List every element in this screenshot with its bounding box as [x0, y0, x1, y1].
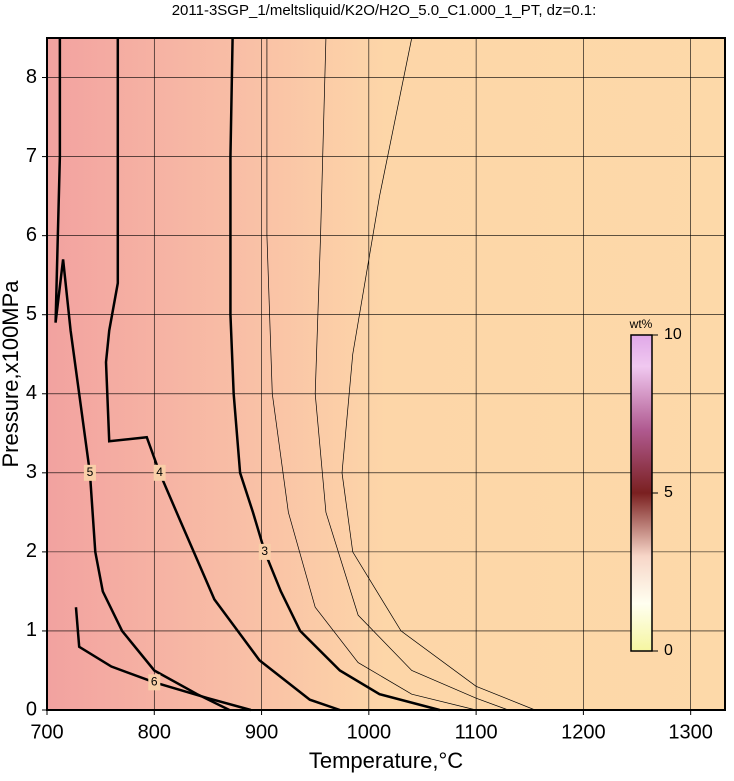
contour-line — [74, 607, 252, 712]
contour-line — [104, 38, 341, 712]
x-tick-label: 700 — [30, 721, 63, 743]
y-tick-label: 1 — [26, 619, 37, 641]
y-tick-label: 8 — [26, 66, 37, 88]
contour-line — [341, 37, 536, 711]
contour-label: 3 — [261, 544, 268, 558]
x-tick-label: 1100 — [455, 721, 498, 743]
colorbar-tick-label: 5 — [664, 484, 673, 501]
x-tick-label: 1300 — [668, 721, 713, 743]
y-tick-label: 7 — [26, 145, 37, 167]
contour-label: 5 — [87, 465, 94, 479]
y-tick-label: 5 — [26, 303, 37, 325]
x-tick-label: 900 — [245, 721, 278, 743]
contour-line — [229, 37, 440, 712]
y-axis-label: Pressure,x100MPa — [0, 280, 23, 468]
contour-label-bg — [258, 543, 271, 560]
plot-background — [47, 38, 725, 710]
colorbar-tick-label: 10 — [664, 326, 682, 343]
contour-label: 6 — [151, 675, 158, 689]
chart-title: 2011-3SGP_1/meltsliquid/K2O/H2O_5.0_C1.0… — [172, 2, 597, 19]
y-tick-label: 4 — [26, 382, 37, 404]
contour-line — [314, 37, 509, 711]
x-axis-label: Temperature,°C — [309, 748, 463, 773]
y-tick-label: 6 — [26, 224, 37, 246]
contour-label-bg — [153, 464, 166, 481]
plot-frame — [46, 37, 726, 711]
colorbar-tick-label: 0 — [664, 642, 673, 659]
colorbar — [630, 334, 653, 652]
x-tick-label: 1000 — [347, 721, 392, 743]
y-tick-label: 2 — [26, 540, 37, 562]
x-tick-label: 800 — [138, 721, 171, 743]
contour-label: 4 — [156, 465, 163, 479]
contour-label-bg — [83, 464, 96, 481]
contour-line — [266, 38, 477, 711]
y-tick-label: 0 — [26, 698, 37, 720]
contour-label-bg — [148, 674, 161, 691]
x-tick-label: 1200 — [561, 721, 606, 743]
colorbar-label: wt% — [629, 317, 653, 331]
y-tick-label: 3 — [26, 461, 37, 483]
